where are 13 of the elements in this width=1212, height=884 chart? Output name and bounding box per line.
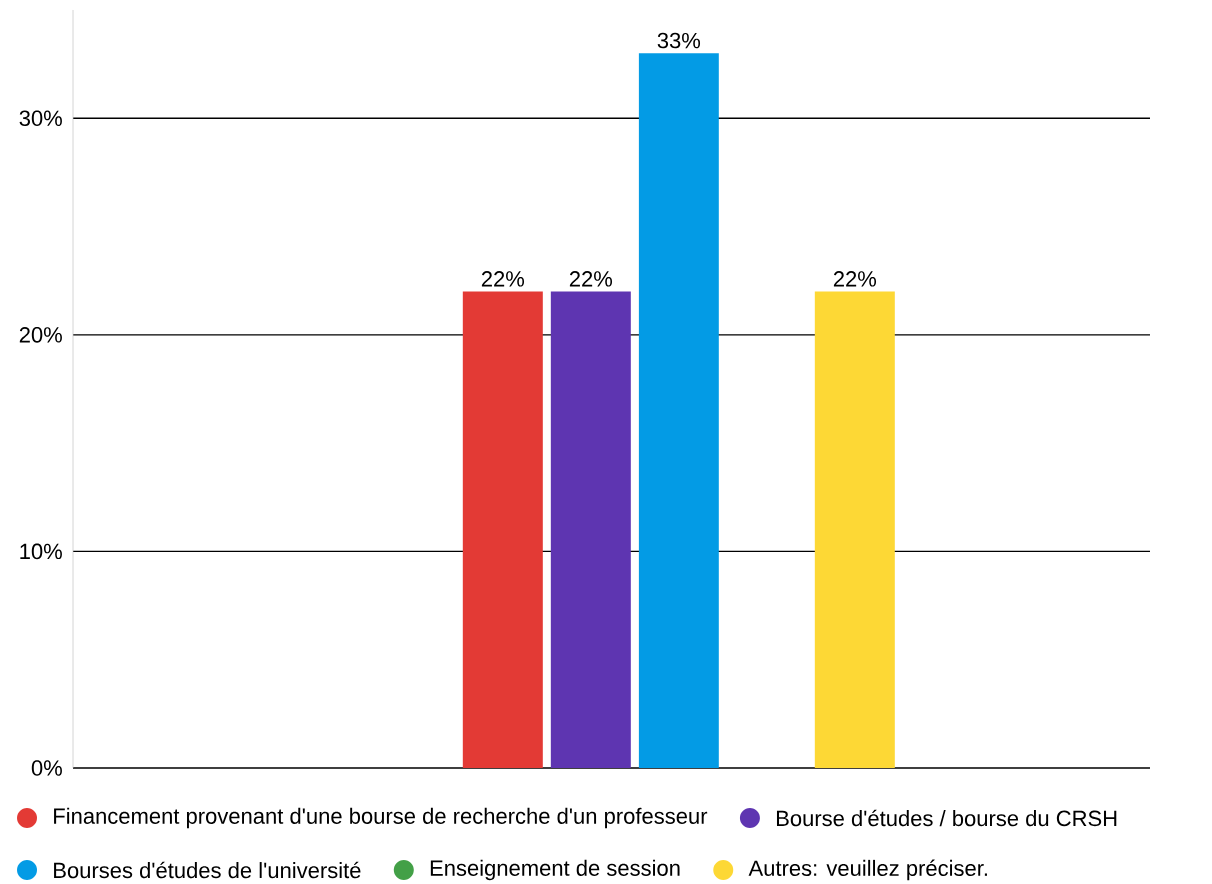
legend-label: Bourse d'études / bourse du CRSH bbox=[776, 809, 1117, 827]
y-tick-label: 0% bbox=[31, 760, 62, 776]
y-tick-label: 20% bbox=[19, 327, 62, 343]
data-label: 22% bbox=[569, 271, 613, 287]
y-tick-label: 10% bbox=[20, 543, 62, 560]
legend-label: Autres: veuillez préciser. bbox=[748, 859, 987, 881]
y-tick-label: 30% bbox=[19, 110, 62, 127]
data-label: 33% bbox=[657, 32, 701, 49]
legend-label: Enseignement de session bbox=[430, 859, 680, 881]
legend-label: Bourses d'études de l'université bbox=[54, 861, 361, 879]
data-label: 22% bbox=[481, 271, 525, 287]
data-label: 22% bbox=[833, 271, 877, 287]
legend-label: Financement provenant d'une bourse de recherche d'un professeur bbox=[54, 807, 708, 829]
